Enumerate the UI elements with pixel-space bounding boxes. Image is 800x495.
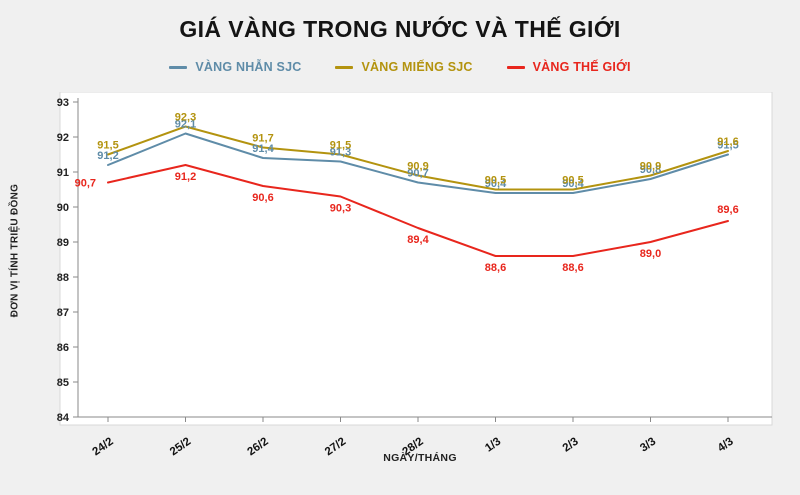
- legend-item-vang-nhan-sjc: VÀNG NHẪN SJC: [169, 60, 301, 74]
- data-label: 89,0: [640, 248, 661, 260]
- data-label: 92,1: [175, 119, 196, 131]
- data-label: 90,3: [330, 203, 351, 215]
- legend-label: VÀNG THẾ GIỚI: [532, 60, 631, 74]
- data-label: 91,5: [330, 140, 351, 152]
- legend-line-marker: [335, 65, 354, 69]
- data-label: 89,6: [717, 204, 738, 216]
- data-label: 88,6: [562, 262, 583, 274]
- y-tick-label: 88: [57, 272, 69, 284]
- y-tick-label: 91: [57, 167, 69, 179]
- data-label: 91,5: [97, 140, 118, 152]
- y-tick-label: 86: [57, 342, 69, 354]
- data-label: 91,4: [252, 143, 274, 155]
- series-line-2: [107, 164, 729, 257]
- plot-area: [59, 92, 773, 426]
- data-label: 91,2: [97, 150, 118, 162]
- legend-label: VÀNG MIẾNG SJC: [361, 60, 473, 74]
- data-label: 90,8: [640, 164, 661, 176]
- data-label: 90,6: [252, 192, 273, 204]
- y-tick-label: 85: [57, 377, 69, 389]
- y-tick-label: 84: [57, 412, 70, 424]
- data-label: 90,4: [485, 178, 507, 190]
- series-line-1: [107, 125, 729, 191]
- y-tick-label: 87: [57, 307, 69, 319]
- series-line-0: [107, 132, 729, 194]
- y-tick-label: 89: [57, 237, 69, 249]
- data-label: 91,5: [717, 140, 738, 152]
- data-label: 91,2: [175, 171, 196, 183]
- data-label: 90,7: [75, 178, 96, 190]
- legend-item-vang-the-gioi: VÀNG THẾ GIỚI: [506, 60, 631, 74]
- data-label: 91,3: [330, 147, 351, 159]
- chart-legend: VÀNG NHẪN SJC VÀNG MIẾNG SJC VÀNG THẾ GI…: [0, 60, 800, 74]
- legend-line-marker: [169, 65, 188, 69]
- x-axis-title: NGÀY/THÁNG: [383, 452, 457, 464]
- y-tick-label: 92: [57, 132, 69, 144]
- data-label: 92,3: [175, 112, 196, 124]
- data-label: 90,4: [562, 178, 584, 190]
- y-axis-title: ĐƠN VỊ TÍNH TRIỆU ĐỒNG: [9, 183, 21, 318]
- data-label: 88,6: [485, 262, 506, 274]
- y-tick-label: 90: [57, 202, 69, 214]
- data-label: 91,7: [252, 133, 273, 145]
- data-label: 90,5: [562, 175, 583, 187]
- data-label: 89,4: [407, 234, 429, 246]
- data-label: 90,9: [407, 161, 428, 173]
- legend-item-vang-mieng-sjc: VÀNG MIẾNG SJC: [335, 60, 472, 74]
- chart-title: GIÁ VÀNG TRONG NƯỚC VÀ THẾ GIỚI: [179, 16, 621, 42]
- data-label: 90,9: [640, 161, 661, 173]
- data-label: 91,6: [717, 136, 738, 148]
- data-label: 90,5: [485, 175, 506, 187]
- data-label: 90,7: [407, 168, 428, 180]
- legend-line-marker: [506, 65, 525, 69]
- legend-label: VÀNG NHẪN SJC: [195, 60, 302, 74]
- y-tick-label: 93: [57, 97, 69, 109]
